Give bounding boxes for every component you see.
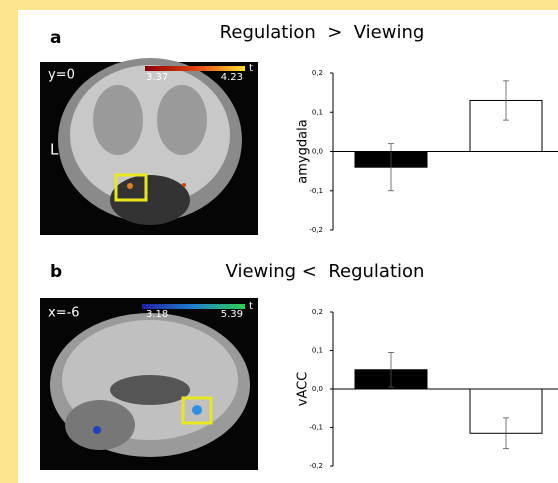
y-tick-label: 0,2 [312,69,323,77]
cbar-unit: t [249,63,253,74]
y-axis-label: amygdala [296,119,311,183]
cbar-max: 4.23 [221,72,243,83]
figure: a y=0 L 3.37 4.23 t b x=-6 3.18 5.39 t Regulation >… [0,0,558,483]
image-coord: x=-6 [48,306,80,321]
cbar-max: 5.39 [221,309,243,320]
y-axis-label: vACC [296,372,311,407]
brain-sagittal [40,298,258,470]
cbar-min: 3.18 [146,309,168,320]
y-tick-label: -0,2 [309,462,323,470]
y-tick-label: 0,2 [312,308,323,316]
y-tick-label: 0,1 [312,347,323,355]
y-tick-label: 0,0 [312,385,323,393]
y-tick-label: 0,0 [312,148,323,156]
chart-title: Regulation > Viewing [220,22,425,43]
panel-label: a [50,28,61,48]
image-coord: y=0 [48,68,75,83]
y-tick-label: -0,1 [309,187,323,195]
image-side: L [50,141,59,159]
y-tick-label: -0,1 [309,424,323,432]
y-tick-label: -0,2 [309,226,323,234]
chart-title: Viewing < Regulation [226,261,425,282]
cbar-min: 3.37 [146,72,168,83]
brain-coronal [40,58,258,235]
y-tick-label: 0,1 [312,108,323,116]
cbar-unit: t [249,301,253,312]
panel-label: b [50,262,62,282]
